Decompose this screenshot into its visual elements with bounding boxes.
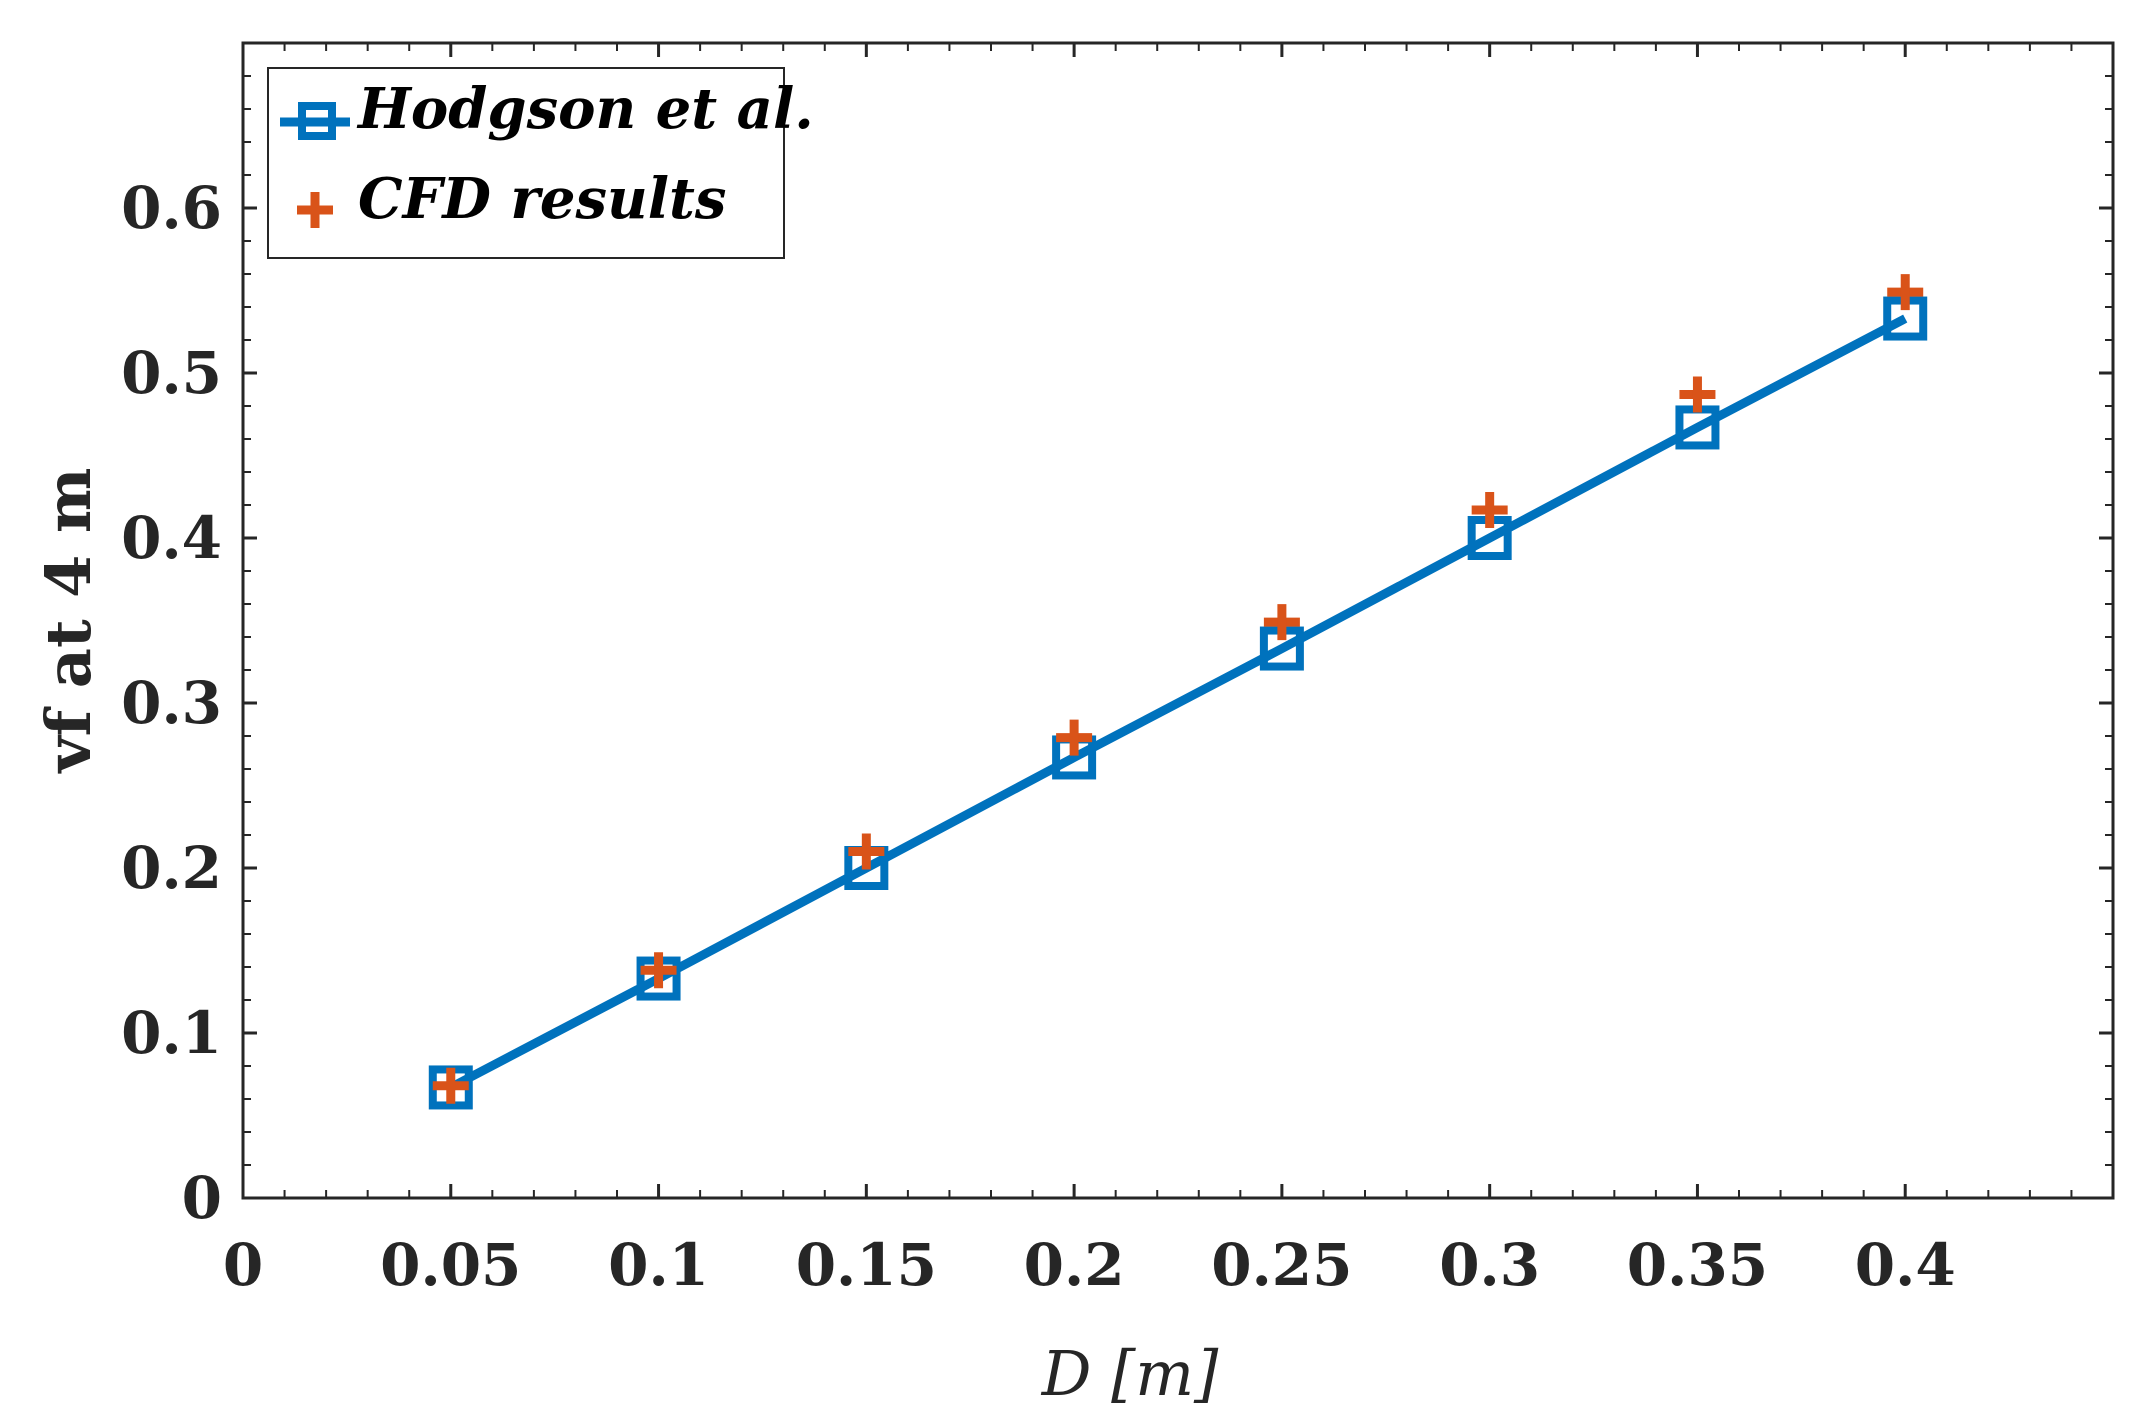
legend-label-cfd: CFD results (358, 166, 726, 232)
y-tick-label: 0 (182, 1164, 222, 1232)
y-tick-label: 0.5 (121, 339, 222, 407)
x-tick-label: 0.05 (380, 1231, 521, 1299)
cfd-point (1679, 376, 1716, 413)
x-tick-label: 0.25 (1211, 1231, 1352, 1299)
plot-frame (241, 41, 2115, 1200)
y-tick-label: 0.3 (121, 669, 222, 737)
y-tick-label: 0.1 (121, 999, 222, 1067)
cfd-point (1887, 274, 1924, 311)
x-tick-label: 0.35 (1627, 1231, 1768, 1299)
cfd-point (1263, 604, 1300, 641)
cfd-point (848, 833, 885, 870)
cfd-point (432, 1067, 469, 1104)
hodgson-line (448, 314, 1908, 1092)
x-tick-label: 0 (223, 1231, 263, 1299)
x-tick-label: 0.3 (1439, 1231, 1540, 1299)
x-tick-label: 0.1 (608, 1231, 709, 1299)
legend-box (267, 67, 785, 259)
legend-label-hodgson: Hodgson et al. (356, 76, 814, 142)
x-tick-labels: 0 0.05 0.1 0.15 0.2 0.25 0.3 0.35 0.4 (223, 1231, 1956, 1299)
y-tick-label: 0.4 (121, 504, 222, 572)
y-tick-label: 0.2 (121, 834, 222, 902)
cfd-point (1471, 491, 1508, 528)
legend-marker-cfd (297, 192, 333, 228)
cfd-point (640, 952, 677, 989)
series-layer (428, 274, 1928, 1110)
x-tick-label: 0.4 (1855, 1231, 1956, 1299)
y-tick-label: 0.6 (121, 174, 222, 242)
x-axis-title: D [m] (1041, 1337, 1219, 1410)
legend-marker-hodgson (298, 102, 336, 140)
x-tick-label: 0.15 (796, 1231, 937, 1299)
x-tick-label: 0.2 (1024, 1231, 1125, 1299)
legend: Hodgson et al. CFD results (267, 67, 814, 259)
cfd-point (1056, 719, 1093, 756)
y-tick-labels: 0 0.1 0.2 0.3 0.4 0.5 0.6 (121, 174, 222, 1232)
y-axis-title: vf at 4 m (32, 467, 105, 774)
